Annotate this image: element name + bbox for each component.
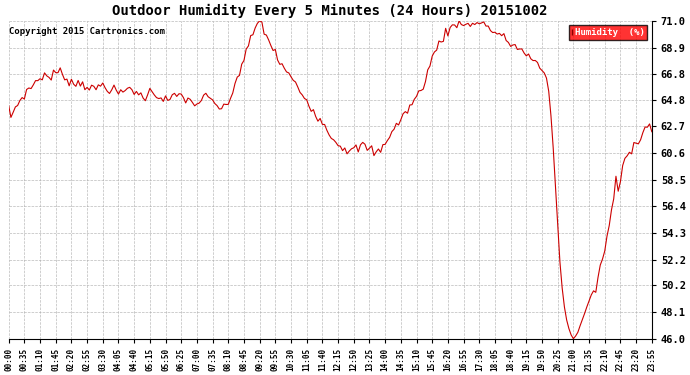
- Legend: Humidity  (%): Humidity (%): [569, 26, 647, 40]
- Title: Outdoor Humidity Every 5 Minutes (24 Hours) 20151002: Outdoor Humidity Every 5 Minutes (24 Hou…: [112, 4, 548, 18]
- Text: Copyright 2015 Cartronics.com: Copyright 2015 Cartronics.com: [9, 27, 165, 36]
